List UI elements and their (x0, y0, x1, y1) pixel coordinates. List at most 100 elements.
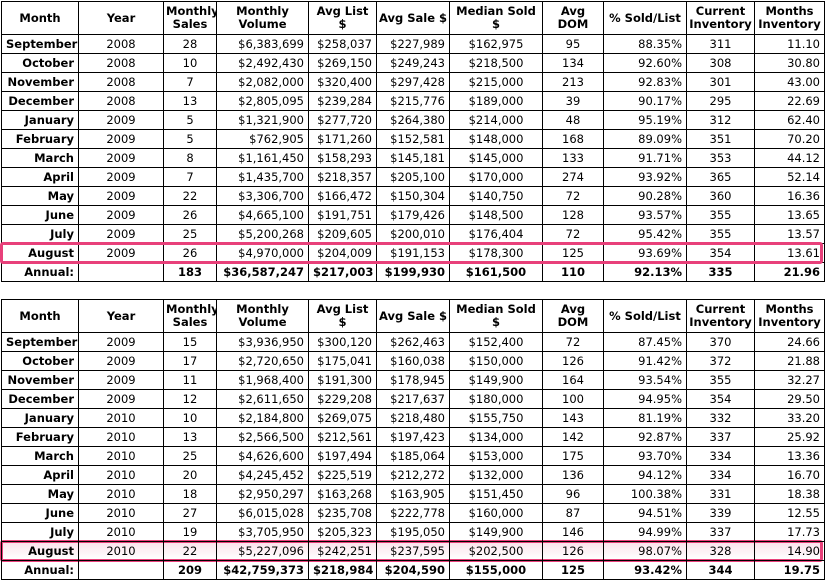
table-cell: 136 (542, 465, 604, 485)
table-cell: September (1, 34, 79, 54)
table-cell: $42,759,373 (216, 560, 309, 580)
table-cell: 20 (163, 465, 217, 485)
table-cell: 2009 (78, 332, 164, 352)
table-cell: 311 (686, 34, 755, 54)
table-cell: 91.42% (603, 351, 687, 371)
table-cell: 331 (686, 484, 755, 504)
table-cell: 133 (542, 148, 604, 168)
table-cell: $197,423 (376, 427, 450, 447)
table-cell: November (1, 370, 79, 390)
table-cell: 11 (163, 370, 217, 390)
table-cell: $145,181 (376, 148, 450, 168)
table-cell: $212,561 (308, 427, 377, 447)
table-cell: $163,905 (376, 484, 450, 504)
table-cell: 22 (163, 541, 217, 561)
table-cell: 2010 (78, 408, 164, 428)
table-cell: 19.75 (754, 560, 825, 580)
table-cell: 355 (686, 205, 755, 225)
table-cell: 2009 (78, 129, 164, 149)
column-header: Median Sold $ (449, 299, 543, 333)
column-header: Months Inventory (754, 1, 825, 35)
table-cell: $140,750 (449, 186, 543, 206)
table-cell: 29.50 (754, 389, 825, 409)
table-cell: $227,989 (376, 34, 450, 54)
table-cell: $239,284 (308, 91, 377, 111)
table-cell: 8 (163, 148, 217, 168)
header-row: Month Year Monthly Sales Monthly Volume Avg … (1, 1, 825, 35)
data-row: October 2008 10 $2,492,430 $269,150 $249,243 $… (1, 53, 825, 73)
column-header: Avg DOM (542, 1, 604, 35)
table-cell: $160,000 (449, 503, 543, 523)
table-cell: 30.80 (754, 53, 825, 73)
table-cell: $3,306,700 (216, 186, 309, 206)
table-cell: 92.87% (603, 427, 687, 447)
table-cell: 308 (686, 53, 755, 73)
table-cell: 337 (686, 427, 755, 447)
table-cell: 52.14 (754, 167, 825, 187)
table-cell: 2010 (78, 465, 164, 485)
table-cell: 92.60% (603, 53, 687, 73)
table-cell: 2008 (78, 91, 164, 111)
table-cell: $277,720 (308, 110, 377, 130)
table-cell: $199,930 (376, 262, 450, 282)
table-cell: 295 (686, 91, 755, 111)
table-cell: February (1, 129, 79, 149)
table-cell: 2010 (78, 541, 164, 561)
table-cell: $151,450 (449, 484, 543, 504)
table-cell (78, 262, 164, 282)
table-cell: 332 (686, 408, 755, 428)
table-cell: $149,900 (449, 522, 543, 542)
table-cell: $152,581 (376, 129, 450, 149)
column-header: % Sold/List (603, 299, 687, 333)
table-cell: $134,000 (449, 427, 543, 447)
table-cell: 94.12% (603, 465, 687, 485)
table-cell: 96 (542, 484, 604, 504)
table-cell: 27 (163, 503, 217, 523)
table-cell: 365 (686, 167, 755, 187)
table-cell: $269,150 (308, 53, 377, 73)
table-cell: 12 (163, 389, 217, 409)
table-cell: December (1, 389, 79, 409)
data-row: September 2008 28 $6,383,699 $258,037 $227,98… (1, 34, 825, 54)
table-cell: $179,426 (376, 205, 450, 225)
table-cell: 110 (542, 262, 604, 282)
table-cell: 94.99% (603, 522, 687, 542)
table-cell: November (1, 72, 79, 92)
table-cell: 2008 (78, 34, 164, 54)
table-cell: 98.07% (603, 541, 687, 561)
table-cell: $152,400 (449, 332, 543, 352)
table-cell: 354 (686, 389, 755, 409)
table-cell: $4,245,452 (216, 465, 309, 485)
table-cell: $242,251 (308, 541, 377, 561)
table-cell: $205,323 (308, 522, 377, 542)
table-cell: 213 (542, 72, 604, 92)
table-cell: $205,100 (376, 167, 450, 187)
data-row: October 2009 17 $2,720,650 $175,041 $160,038 $… (1, 351, 825, 371)
table-cell: $2,611,650 (216, 389, 309, 409)
table-cell: July (1, 224, 79, 244)
table-cell: 16.70 (754, 465, 825, 485)
table-cell: $189,000 (449, 91, 543, 111)
table-cell: $217,637 (376, 389, 450, 409)
data-table: Month Year Monthly Sales Monthly Volume Avg … (1, 299, 825, 580)
table-cell: $269,075 (308, 408, 377, 428)
table-cell: $218,357 (308, 167, 377, 187)
table-cell: 146 (542, 522, 604, 542)
column-header: Year (78, 1, 164, 35)
table-cell: 12.55 (754, 503, 825, 523)
column-header: Monthly Sales (163, 299, 217, 333)
table-cell: $200,010 (376, 224, 450, 244)
table-cell: $204,590 (376, 560, 450, 580)
table-cell: $1,321,900 (216, 110, 309, 130)
data-row: March 2010 25 $4,626,600 $197,494 $185,064 $15… (1, 446, 825, 466)
table-cell: June (1, 503, 79, 523)
table-cell: $1,968,400 (216, 370, 309, 390)
table-cell: 28 (163, 34, 217, 54)
table-cell: $197,494 (308, 446, 377, 466)
table-cell: 334 (686, 465, 755, 485)
table-cell: 5 (163, 110, 217, 130)
table-cell: 2009 (78, 205, 164, 225)
table-cell: 25 (163, 224, 217, 244)
table-cell: 93.57% (603, 205, 687, 225)
table-cell: 2008 (78, 53, 164, 73)
